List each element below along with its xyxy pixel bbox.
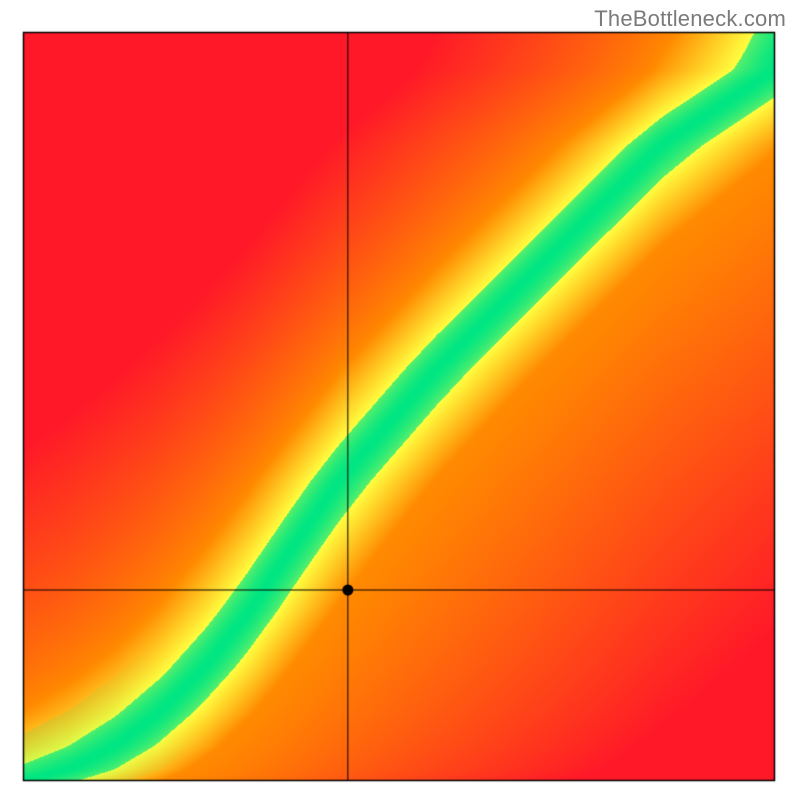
watermark-text: TheBottleneck.com [594, 6, 786, 32]
bottleneck-heatmap [0, 0, 800, 800]
chart-container: TheBottleneck.com [0, 0, 800, 800]
